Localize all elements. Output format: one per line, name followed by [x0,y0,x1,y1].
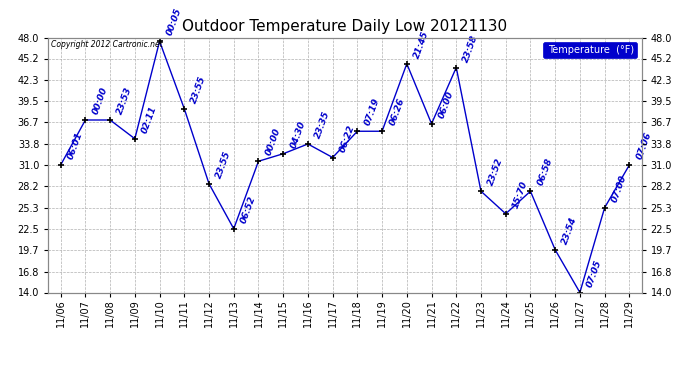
Legend: Temperature  (°F): Temperature (°F) [543,42,637,58]
Text: 06:26: 06:26 [388,97,406,127]
Text: 02:11: 02:11 [140,105,159,135]
Text: 23:35: 23:35 [313,110,332,140]
Text: 23:55: 23:55 [215,150,233,180]
Text: 23:52: 23:52 [486,157,505,187]
Text: 23:55: 23:55 [190,75,208,105]
Text: 23:53: 23:53 [116,86,134,116]
Text: Copyright 2012 Cartronic.net: Copyright 2012 Cartronic.net [51,40,163,49]
Text: 23:58: 23:58 [462,33,480,63]
Text: 00:00: 00:00 [264,127,282,157]
Text: 04:30: 04:30 [288,120,307,150]
Text: 15:70: 15:70 [511,180,529,210]
Text: 07:06: 07:06 [635,131,653,161]
Text: 00:00: 00:00 [91,86,109,116]
Text: 07:00: 07:00 [610,174,629,204]
Text: 07:05: 07:05 [585,258,604,288]
Text: 06:22: 06:22 [338,123,357,153]
Text: 21:45: 21:45 [413,30,431,60]
Text: 23:54: 23:54 [561,216,579,246]
Text: 07:19: 07:19 [363,97,381,127]
Title: Outdoor Temperature Daily Low 20121130: Outdoor Temperature Daily Low 20121130 [182,18,508,33]
Text: 06:52: 06:52 [239,195,257,225]
Text: 00:05: 00:05 [165,7,184,37]
Text: 06:00: 06:00 [437,90,455,120]
Text: 06:58: 06:58 [536,157,554,187]
Text: 06:01: 06:01 [66,131,84,161]
